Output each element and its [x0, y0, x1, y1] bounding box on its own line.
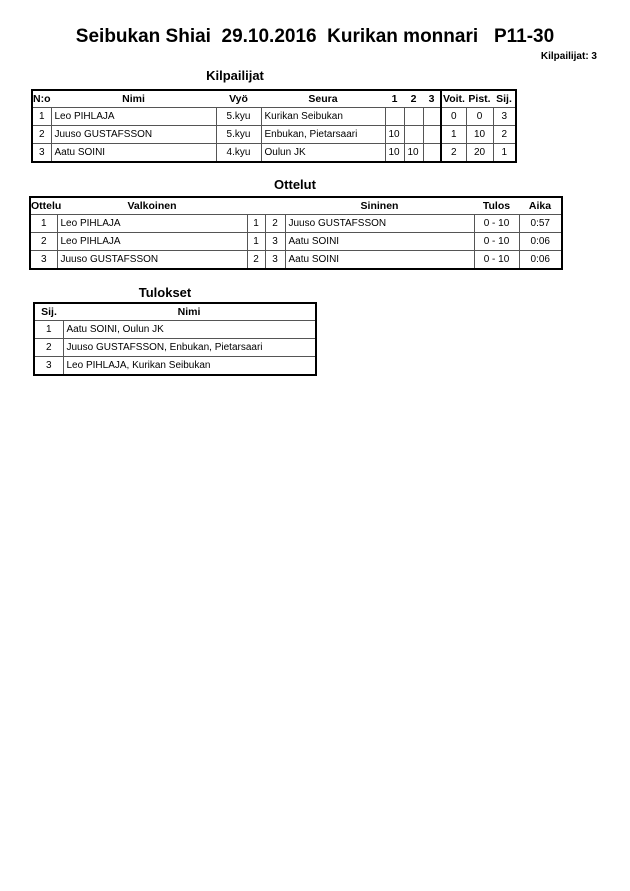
- table-cell: [384, 107, 405, 126]
- table-cell: 1: [33, 320, 64, 339]
- table-cell: [403, 107, 424, 126]
- page-title: Seibukan Shiai 29.10.2016 Kurikan monnar…: [75, 26, 555, 47]
- table-cell: Kurikan Seibukan: [260, 107, 386, 126]
- table-cell: 0:06: [518, 232, 563, 251]
- table-cell: 0 - 10: [473, 250, 520, 270]
- table-cell: [422, 125, 442, 144]
- table-cell: Leo PIHLAJA: [56, 232, 248, 251]
- column-header: 2: [410, 93, 417, 105]
- table-cell: 4.kyu: [215, 143, 262, 163]
- column-header: Sij.: [496, 93, 512, 105]
- competitors-table: N:o Nimi Vyö Seura 1 2 3 Voit. Pist. Sij. 1 Leo PIH…: [31, 89, 517, 163]
- header-row: Sij. Nimi: [34, 303, 316, 321]
- table-cell: 20: [465, 143, 494, 163]
- table-cell: 10: [384, 143, 405, 163]
- table-cell: 3: [31, 143, 52, 163]
- section-title-ottelut: Ottelut: [274, 177, 316, 192]
- table-row: 1 Leo PIHLAJA 5.kyu Kurikan Seibukan 0 0 3: [31, 107, 517, 126]
- table-cell: Leo PIHLAJA: [50, 107, 217, 126]
- column-header: 1: [391, 93, 398, 105]
- table-cell: 2: [31, 125, 52, 144]
- table-cell: 3: [492, 107, 517, 126]
- table-cell: 2: [33, 338, 64, 357]
- table-cell: [422, 143, 442, 163]
- header-row: Ottelu Valkoinen Sininen Tulos Aika: [30, 197, 562, 215]
- table-cell: 10: [465, 125, 494, 144]
- table-cell: [403, 125, 424, 144]
- column-header: Aika: [528, 200, 552, 212]
- section-title-tulokset: Tulokset: [138, 285, 192, 300]
- table-cell: 1: [246, 232, 266, 251]
- column-header: Voit.: [440, 90, 466, 108]
- table-row: 3 Aatu SOINI 4.kyu Oulun JK 10 10 2 20 1: [31, 143, 517, 163]
- column-header: Pist.: [468, 93, 491, 105]
- table-cell: 3: [264, 250, 286, 270]
- column-header: [265, 197, 285, 215]
- table-cell: Enbukan, Pietarsaari: [260, 125, 386, 144]
- column-header: Valkoinen: [127, 200, 177, 212]
- table-cell: 2: [29, 232, 58, 251]
- table-cell: 2: [246, 250, 266, 270]
- table-cell: 0 - 10: [473, 232, 520, 251]
- table-cell: Oulun JK: [260, 143, 386, 163]
- table-row: 1 Leo PIHLAJA 1 2 Juuso GUSTAFSSON 0 - 10 0:57: [29, 214, 563, 233]
- column-header: 3: [428, 93, 435, 105]
- table-row: 3 Leo PIHLAJA, Kurikan Seibukan: [33, 356, 317, 376]
- section-title-kilpailijat: Kilpailijat: [206, 68, 264, 83]
- matches-table: Ottelu Valkoinen Sininen Tulos Aika 1 Leo PIHL…: [29, 196, 563, 270]
- table-cell: Aatu SOINI, Oulun JK: [62, 320, 317, 339]
- table-cell: Leo PIHLAJA: [56, 214, 248, 233]
- table-cell: 2: [492, 125, 517, 144]
- table-cell: 0: [440, 107, 467, 126]
- column-header: N:o: [33, 93, 51, 105]
- results-table: Sij. Nimi 1 Aatu SOINI, Oulun JK 2 Juuso GUST…: [33, 302, 317, 376]
- table-cell: 2: [264, 214, 286, 233]
- table-row: 2 Juuso GUSTAFSSON, Enbukan, Pietarsaari: [33, 338, 317, 357]
- table-cell: 1: [29, 214, 58, 233]
- column-header: [247, 197, 265, 215]
- table-cell: Leo PIHLAJA, Kurikan Seibukan: [62, 356, 317, 376]
- table-cell: 1: [246, 214, 266, 233]
- table-cell: Juuso GUSTAFSSON, Enbukan, Pietarsaari: [62, 338, 317, 357]
- table-cell: 0: [465, 107, 494, 126]
- column-header: Nimi: [177, 306, 201, 318]
- table-row: 3 Juuso GUSTAFSSON 2 3 Aatu SOINI 0 - 10 0:06: [29, 250, 563, 270]
- table-cell: 5.kyu: [215, 125, 262, 144]
- column-header: Sininen: [360, 200, 399, 212]
- table-cell: 1: [492, 143, 517, 163]
- table-row: 1 Aatu SOINI, Oulun JK: [33, 320, 317, 339]
- table-cell: 2: [440, 143, 467, 163]
- table-cell: Aatu SOINI: [50, 143, 217, 163]
- table-cell: 5.kyu: [215, 107, 262, 126]
- column-header: Seura: [308, 93, 338, 105]
- table-cell: 3: [33, 356, 64, 376]
- table-cell: Juuso GUSTAFSSON: [284, 214, 475, 233]
- column-header: Tulos: [482, 200, 511, 212]
- table-cell: 3: [264, 232, 286, 251]
- column-header: Sij.: [41, 306, 57, 318]
- column-header: Vyö: [229, 93, 248, 105]
- table-cell: 1: [31, 107, 52, 126]
- table-cell: Juuso GUSTAFSSON: [56, 250, 248, 270]
- header-row: N:o Nimi Vyö Seura 1 2 3 Voit. Pist. Sij.: [32, 90, 516, 108]
- table-cell: 3: [29, 250, 58, 270]
- table-cell: 10: [403, 143, 424, 163]
- table-cell: 10: [384, 125, 405, 144]
- table-row: 2 Leo PIHLAJA 1 3 Aatu SOINI 0 - 10 0:06: [29, 232, 563, 251]
- table-cell: 0:57: [518, 214, 563, 233]
- column-header: Ottelu: [31, 200, 62, 212]
- table-cell: Aatu SOINI: [284, 232, 475, 251]
- table-cell: [422, 107, 442, 126]
- table-cell: Juuso GUSTAFSSON: [50, 125, 217, 144]
- table-cell: 1: [440, 125, 467, 144]
- column-header: Nimi: [122, 93, 145, 105]
- competitor-count: Kilpailijat: 3: [540, 51, 597, 62]
- table-row: 2 Juuso GUSTAFSSON 5.kyu Enbukan, Pietarsaa…: [31, 125, 517, 144]
- table-cell: 0:06: [518, 250, 563, 270]
- table-cell: 0 - 10: [473, 214, 520, 233]
- table-cell: Aatu SOINI: [284, 250, 475, 270]
